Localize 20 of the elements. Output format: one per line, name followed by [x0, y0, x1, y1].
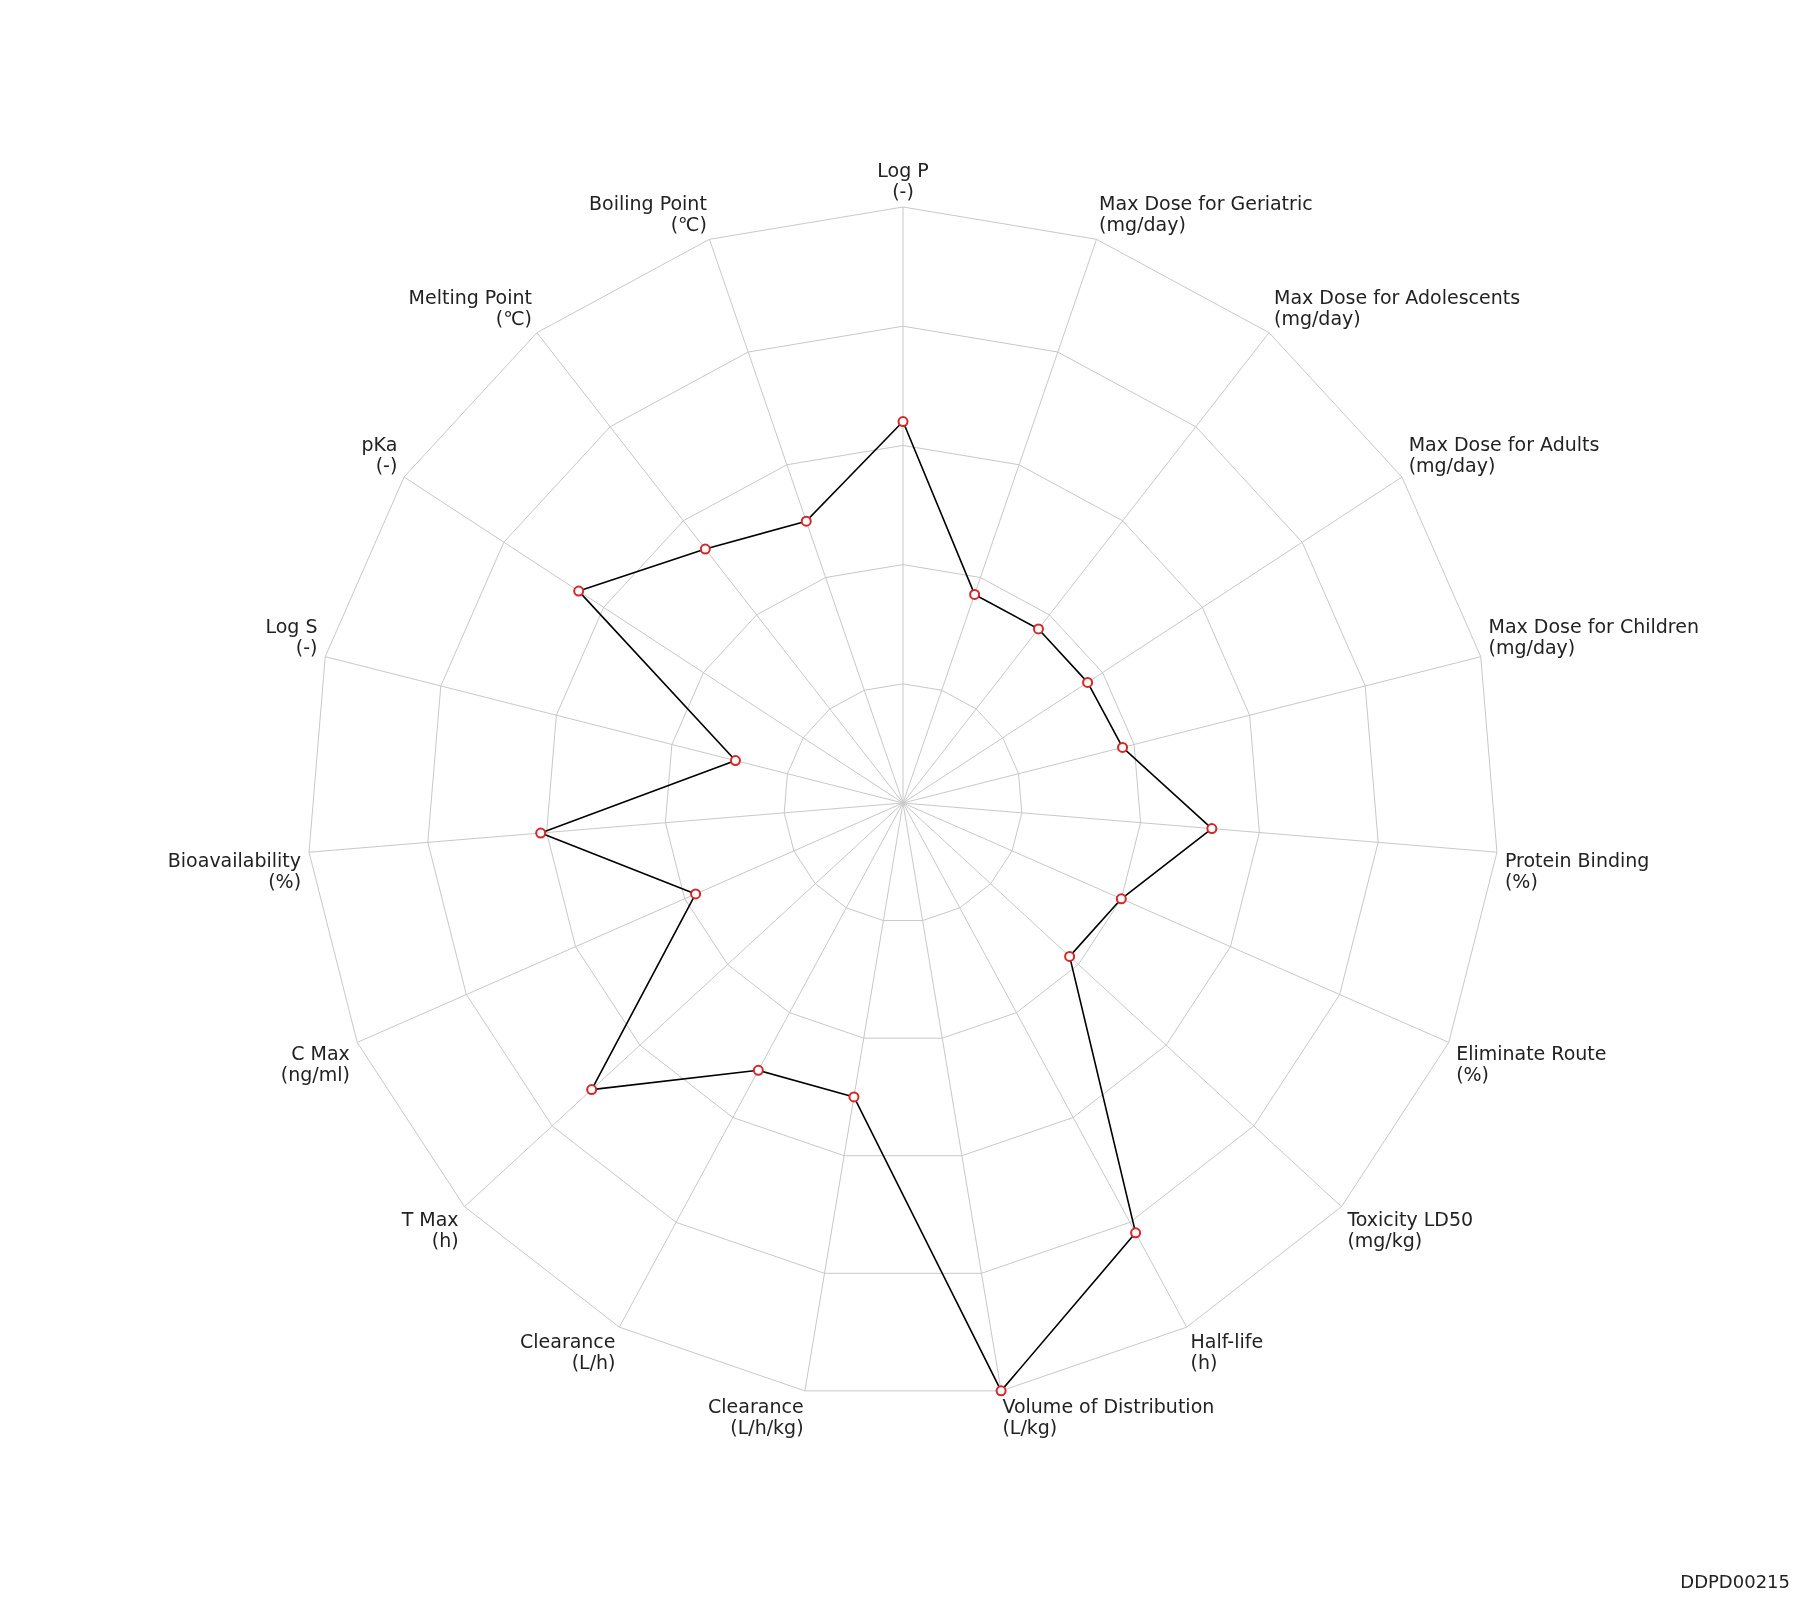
spoke-label: Clearance (L/h/kg): [708, 1394, 804, 1438]
spoke-label: Half-life (h): [1190, 1330, 1264, 1374]
spoke-label: Log P (-): [877, 159, 929, 202]
spoke-label: Boiling Point (℃): [589, 191, 707, 235]
spoke-label: C Max (ng/ml): [280, 1041, 350, 1085]
spoke-label: T Max (h): [400, 1208, 459, 1252]
spoke-label: Max Dose for Adults (mg/day): [1408, 432, 1600, 476]
text: DDPD00215: [1680, 1571, 1790, 1592]
spoke-label: Clearance (L/h): [520, 1330, 616, 1374]
spoke-label: Eliminate Route (%): [1456, 1041, 1607, 1085]
spoke-label: Toxicity LD50 (mg/kg): [1346, 1208, 1474, 1252]
spoke-label: Max Dose for Adolescents (mg/day): [1273, 286, 1521, 330]
spoke-label: pKa (-): [361, 432, 398, 476]
spoke-label: Max Dose for Children (mg/day): [1488, 614, 1699, 658]
spoke-label: Volume of Distribution (L/kg): [1002, 1394, 1215, 1438]
spoke-label: Log S (-): [265, 614, 318, 658]
spoke-label: Bioavailability (%): [167, 848, 302, 892]
spoke-label: Max Dose for Geriatric (mg/day): [1099, 191, 1313, 235]
spoke-label: Melting Point (℃): [408, 286, 533, 330]
spoke-label: Protein Binding (%): [1504, 848, 1650, 892]
